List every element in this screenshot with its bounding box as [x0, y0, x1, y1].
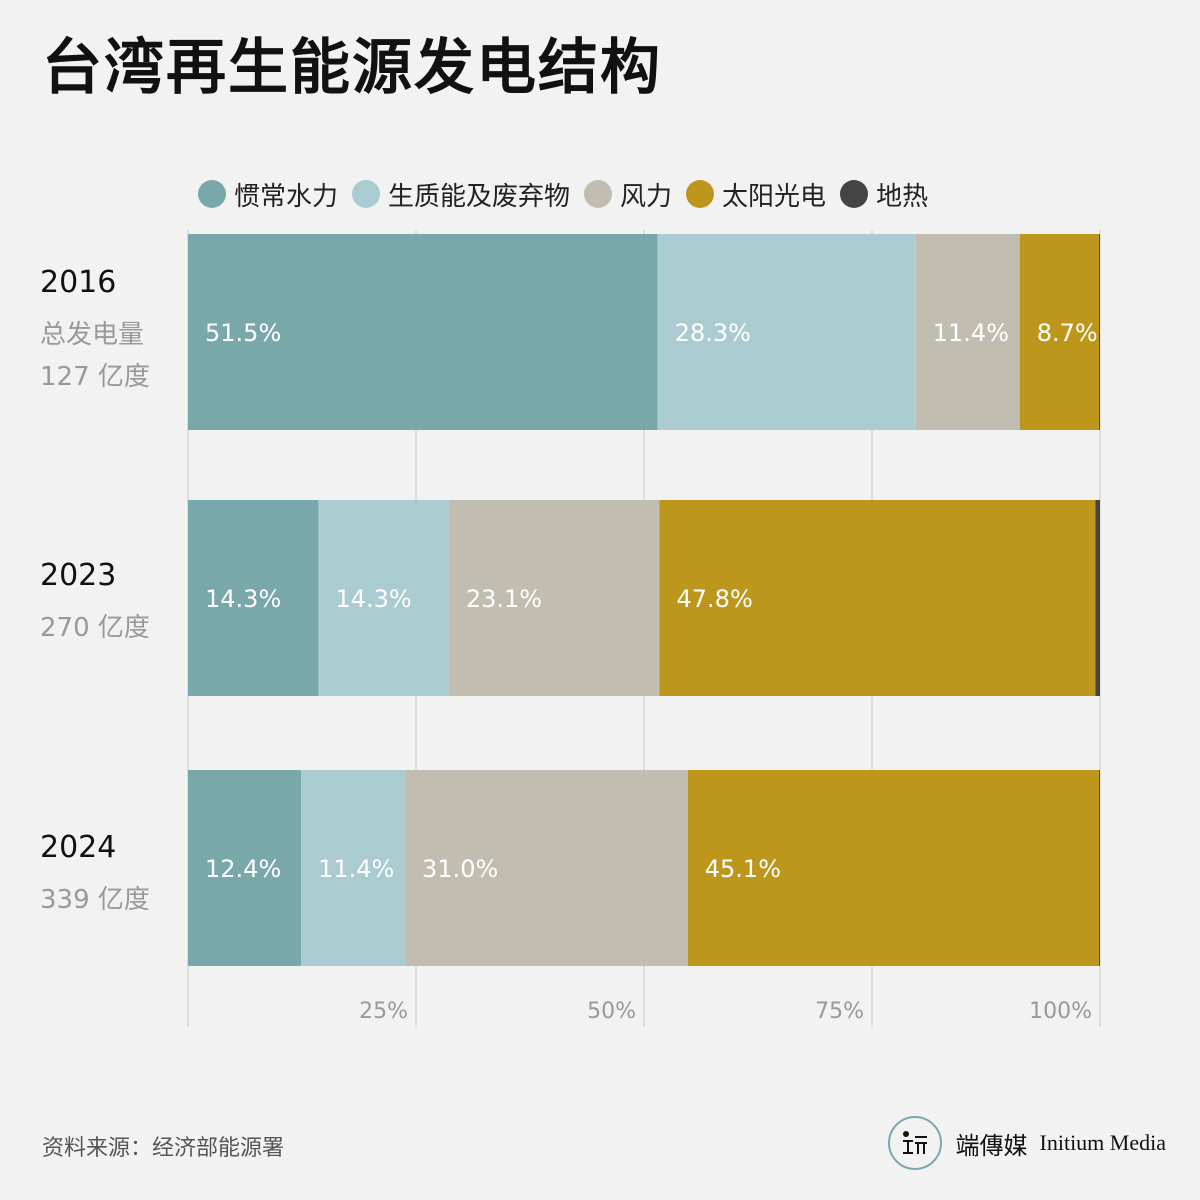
data-label: 47.8%	[677, 585, 753, 613]
bar-segment	[687, 770, 1100, 966]
legend-swatch	[840, 180, 869, 208]
legend-label: 地热	[876, 181, 929, 212]
category-sub-label: 总发电量	[40, 320, 144, 350]
bar-segment	[301, 770, 406, 966]
bar-segment	[318, 500, 449, 696]
category-year-label: 2023	[40, 558, 116, 593]
category-year-label: 2016	[40, 265, 116, 300]
legend-swatch	[198, 180, 226, 208]
bar-segment	[1095, 500, 1100, 696]
data-label: 11.4%	[318, 855, 394, 883]
bar-segment	[448, 500, 660, 696]
bar-segment	[188, 234, 658, 430]
bar-segment	[659, 500, 1096, 696]
data-label: 51.5%	[205, 319, 281, 347]
legend-item: 风力	[584, 176, 672, 213]
brand-name-cn: 端傳媒	[955, 1131, 1028, 1160]
x-tick-label: 100%	[1029, 999, 1092, 1024]
bar-segment	[915, 234, 1020, 430]
data-label: 14.3%	[205, 585, 281, 613]
brand-name-en: Initium Media	[1039, 1130, 1166, 1155]
category-year-label: 2024	[40, 830, 116, 865]
chart-legend: 惯常水力 生质能及废弃物 风力 太阳光电 地热	[198, 172, 942, 216]
bar-segment	[405, 770, 688, 966]
legend-item: 太阳光电	[686, 176, 826, 213]
legend-swatch	[352, 180, 381, 208]
data-label: 12.4%	[205, 855, 281, 883]
legend-item: 生质能及废弃物	[352, 176, 570, 213]
initium-logo-icon	[887, 1116, 942, 1170]
stacked-bar-chart: 25% 50% 75% 100% 51.5% 28.3% 11.4% 8.7% 2016 总发电量…	[40, 230, 1101, 1027]
bar-segment	[188, 770, 302, 966]
legend-item: 惯常水力	[198, 176, 338, 213]
bar-segment	[657, 234, 916, 430]
legend-label: 惯常水力	[234, 181, 339, 212]
chart-title: 台湾再生能源发电结构	[42, 33, 662, 103]
data-label: 45.1%	[705, 855, 781, 883]
brand: 端傳媒 Initium Media	[887, 1116, 1166, 1170]
data-label: 11.4%	[933, 319, 1009, 347]
bar-segment	[1099, 770, 1100, 966]
legend-label: 太阳光电	[722, 181, 827, 212]
data-label: 8.7%	[1037, 319, 1098, 347]
data-label: 31.0%	[422, 855, 498, 883]
legend-label: 风力	[620, 181, 673, 212]
data-label: 23.1%	[466, 585, 542, 613]
bar-segment	[1019, 234, 1100, 430]
category-sub-label: 339 亿度	[40, 885, 150, 915]
x-tick-label: 50%	[587, 999, 636, 1024]
source-note: 资料来源：经济部能源署	[42, 1136, 285, 1161]
legend-label: 生质能及废弃物	[388, 181, 571, 212]
bar-segment	[1099, 234, 1100, 430]
category-sub-label: 127 亿度	[40, 362, 150, 392]
x-tick-label: 25%	[359, 999, 408, 1024]
bar-segment	[188, 500, 319, 696]
data-label: 14.3%	[335, 585, 411, 613]
legend-swatch	[584, 180, 613, 208]
x-tick-label: 75%	[815, 999, 864, 1024]
legend-swatch	[686, 180, 715, 208]
legend-item: 地热	[840, 176, 928, 213]
data-label: 28.3%	[675, 319, 751, 347]
category-sub-label: 270 亿度	[40, 613, 150, 643]
